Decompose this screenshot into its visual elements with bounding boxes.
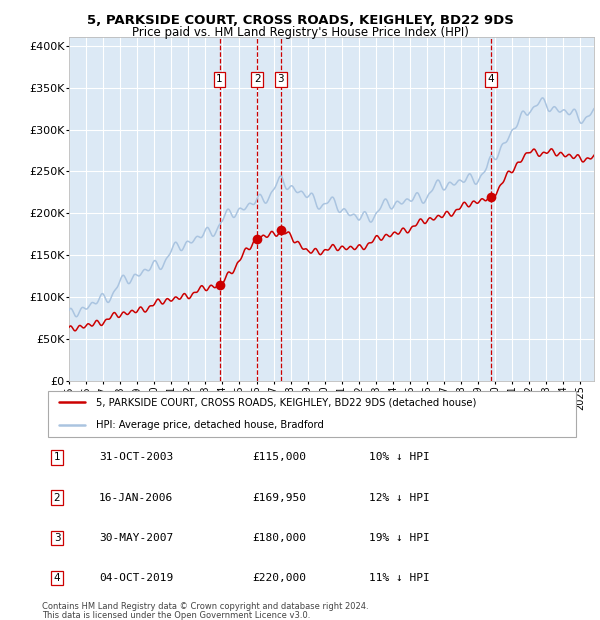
Text: HPI: Average price, detached house, Bradford: HPI: Average price, detached house, Brad… [95,420,323,430]
Text: 1: 1 [216,74,223,84]
Text: 10% ↓ HPI: 10% ↓ HPI [369,452,430,463]
Text: 31-OCT-2003: 31-OCT-2003 [99,452,173,463]
Text: 19% ↓ HPI: 19% ↓ HPI [369,533,430,543]
Text: £220,000: £220,000 [252,573,306,583]
Text: £169,950: £169,950 [252,492,306,503]
Text: Price paid vs. HM Land Registry's House Price Index (HPI): Price paid vs. HM Land Registry's House … [131,26,469,39]
Text: £180,000: £180,000 [252,533,306,543]
Text: 5, PARKSIDE COURT, CROSS ROADS, KEIGHLEY, BD22 9DS: 5, PARKSIDE COURT, CROSS ROADS, KEIGHLEY… [86,14,514,27]
Text: 5, PARKSIDE COURT, CROSS ROADS, KEIGHLEY, BD22 9DS (detached house): 5, PARKSIDE COURT, CROSS ROADS, KEIGHLEY… [95,397,476,407]
FancyBboxPatch shape [48,391,576,437]
Text: 4: 4 [53,573,61,583]
Text: 04-OCT-2019: 04-OCT-2019 [99,573,173,583]
Text: 3: 3 [277,74,284,84]
Text: 30-MAY-2007: 30-MAY-2007 [99,533,173,543]
Text: 4: 4 [488,74,494,84]
Text: 16-JAN-2006: 16-JAN-2006 [99,492,173,503]
Text: 12% ↓ HPI: 12% ↓ HPI [369,492,430,503]
Text: 3: 3 [53,533,61,543]
Text: This data is licensed under the Open Government Licence v3.0.: This data is licensed under the Open Gov… [42,611,310,619]
Text: Contains HM Land Registry data © Crown copyright and database right 2024.: Contains HM Land Registry data © Crown c… [42,602,368,611]
Text: £115,000: £115,000 [252,452,306,463]
Text: 11% ↓ HPI: 11% ↓ HPI [369,573,430,583]
Text: 1: 1 [53,452,61,463]
Text: 2: 2 [53,492,61,503]
Text: 2: 2 [254,74,260,84]
